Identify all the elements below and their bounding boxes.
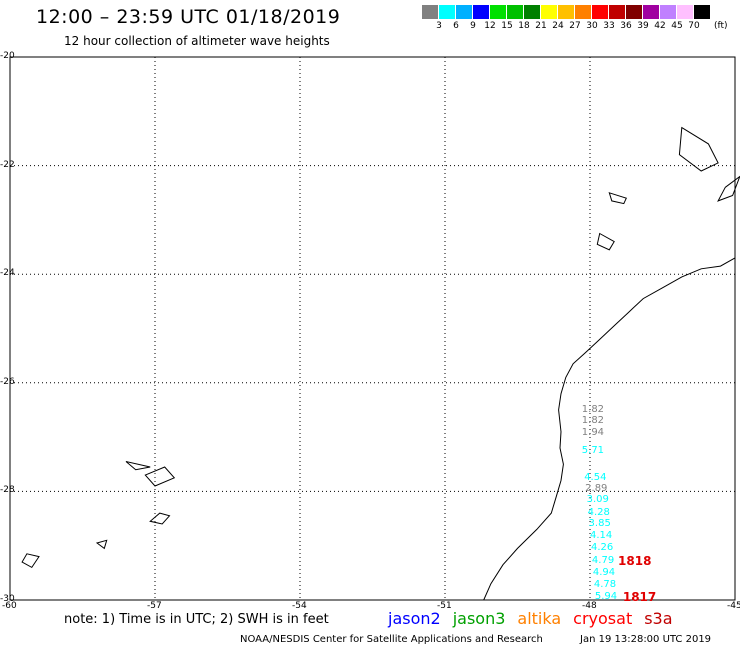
wave-height-label: 4.94 (592, 566, 616, 578)
legend-swatch (626, 5, 643, 19)
wave-height-label: 4.14 (590, 530, 613, 542)
legend-label: 9 (470, 21, 476, 31)
legend-label: 45 (671, 21, 683, 31)
legend-swatch (660, 5, 677, 19)
island-outline (608, 192, 627, 205)
credit-text: NOAA/NESDIS Center for Satellite Applica… (240, 634, 543, 645)
wave-height-label: 3.85 (588, 517, 611, 529)
lat-tick-label: -22 (0, 159, 15, 170)
wave-height-label: 5.71 (581, 444, 605, 456)
legend-swatch (456, 5, 473, 19)
lat-tick-label: -20 (0, 51, 15, 61)
legend-swatch (507, 5, 524, 19)
island-outline (678, 126, 719, 172)
legend-label: 39 (637, 21, 649, 31)
wave-height-label: 4.54 (584, 471, 607, 483)
legend-label: 24 (552, 21, 564, 31)
legend-swatch (422, 5, 439, 19)
wave-height-label: 4.79 (591, 554, 615, 566)
wave-height-label: 5.94 (594, 591, 618, 603)
satellite-name: altika (517, 609, 562, 628)
legend-unit: (ft) (714, 21, 728, 31)
legend-label: 21 (535, 21, 547, 31)
page-subtitle: 12 hour collection of altimeter wave hei… (64, 34, 330, 48)
island-outline (717, 175, 740, 202)
pass-id-label: 1818 (618, 553, 652, 568)
legend-swatch (694, 5, 711, 19)
page-title: 12:00 – 23:59 UTC 01/18/2019 (36, 6, 341, 28)
wave-height-label: 2.89 (585, 482, 608, 494)
legend-label: 36 (620, 21, 632, 31)
legend-swatch (558, 5, 575, 19)
island-outline (149, 512, 171, 525)
wave-height-label: 4.28 (587, 506, 610, 518)
wave-height-label: 1.82 (581, 414, 605, 426)
wave-height-label: 1.94 (581, 427, 605, 439)
legend-labels: (ft) 3 6 9 12 15 18 21 24 27 30 33 36 39 42 45 70 (422, 19, 727, 31)
legend-label: 30 (586, 21, 598, 31)
lat-tick-label: -30 (0, 594, 15, 604)
legend-label: 15 (501, 21, 513, 31)
lat-tick-label: -24 (0, 268, 15, 279)
wave-height-label: 1.82 (581, 403, 605, 415)
pass-id-label: 1817 (622, 590, 657, 605)
lon-tick-label: -45 (727, 601, 740, 611)
legend-swatch (575, 5, 592, 19)
lon-tick-label: -60 (2, 601, 17, 611)
legend-label: 33 (603, 21, 615, 31)
coastline (483, 257, 736, 601)
legend-swatch (677, 5, 694, 19)
island-outline (125, 461, 151, 471)
island-outline (21, 553, 40, 569)
legend-swatch (490, 5, 507, 19)
legend-swatch (439, 5, 456, 19)
wave-height-label: 4.26 (590, 542, 614, 554)
lon-tick-label: -57 (147, 601, 162, 611)
legend-swatches (422, 5, 711, 19)
legend-swatch (473, 5, 490, 19)
satellite-name: cryosat (573, 609, 633, 628)
legend-swatch (524, 5, 541, 19)
wave-height-label: 4.78 (593, 579, 617, 591)
island-outline (95, 539, 108, 550)
legend-label: 6 (453, 21, 459, 31)
lon-tick-label: -48 (582, 601, 597, 611)
legend-swatch (541, 5, 558, 19)
island-outline (596, 232, 615, 251)
satellite-name: jason3 (452, 609, 506, 628)
legend-swatch (609, 5, 626, 19)
satellite-name: s3a (644, 609, 673, 628)
units-note: note: 1) Time is in UTC; 2) SWH is in fe… (64, 612, 329, 627)
lat-tick-label: -28 (0, 485, 15, 496)
legend-swatch (643, 5, 660, 19)
legend-label: 3 (436, 21, 442, 31)
legend-label: 42 (654, 21, 666, 31)
map-frame (9, 56, 736, 601)
timestamp-text: Jan 19 13:28:00 UTC 2019 (580, 634, 712, 645)
legend-label: 18 (518, 21, 530, 31)
wave-height-label: 3.09 (586, 494, 609, 506)
satellite-name: jason2 (388, 609, 441, 628)
color-legend: (ft) 3 6 9 12 15 18 21 24 27 30 33 36 39 42 45 70 (422, 5, 728, 31)
lon-tick-label: -54 (292, 601, 307, 611)
legend-label: 27 (569, 21, 581, 31)
legend-label: 70 (688, 21, 700, 31)
legend-label: 12 (484, 21, 496, 31)
lat-tick-label: -26 (0, 376, 15, 387)
lon-tick-label: -51 (437, 601, 452, 611)
island-outline (144, 466, 176, 487)
legend-swatch (592, 5, 609, 19)
satellite-legend: jason2 jason3 altika cryosat s3a (388, 609, 685, 628)
